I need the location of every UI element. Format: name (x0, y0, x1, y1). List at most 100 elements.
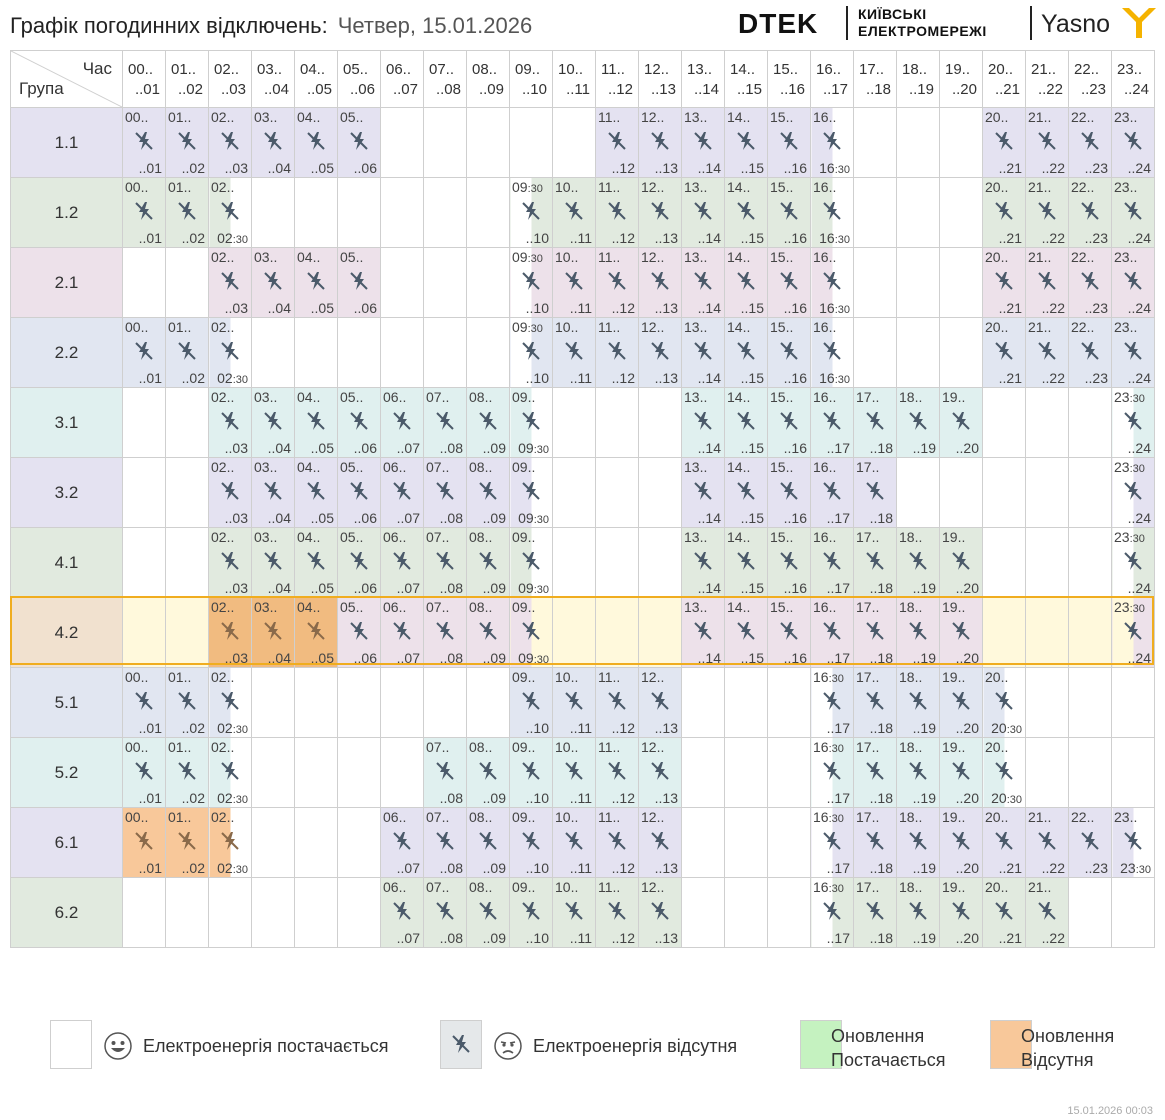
cell-end-label: ..02 (181, 720, 205, 736)
cell-start-label: 11.. (598, 109, 621, 125)
outage-schedule-table: Час Група 00.. ..01 01.. ..02 02.. ..03 03....… (10, 50, 1155, 948)
cell-end-label: ..08 (439, 440, 463, 456)
no-power-icon (865, 691, 885, 711)
outage-cell: 18.. ..19 (896, 527, 940, 598)
cell-end-label: ..03 (224, 300, 248, 316)
outage-cell: 13.. ..14 (681, 597, 725, 668)
cell-start-label: 23.. (1114, 109, 1138, 125)
no-power-icon (435, 551, 455, 571)
group-row[interactable]: 5.2 00.. ..01 01.. ..02 02.. 02:30 07.. ..08 08..… (10, 737, 1155, 808)
group-label[interactable]: 6.1 (10, 807, 123, 878)
cell-end-label: ..09 (482, 440, 506, 456)
cell-end-label: ..11 (569, 230, 592, 246)
hour-start: 14.. (730, 61, 756, 78)
cell-end-label: ..23 (1084, 230, 1108, 246)
group-row[interactable]: 3.2 02.. ..03 03.. ..04 04.. ..05 05.. ..06 06...… (10, 457, 1155, 528)
cell-start-label: 22.. (1071, 249, 1095, 265)
cell-end-label: ..10 (525, 230, 549, 246)
cell-end-label: ..09 (482, 510, 506, 526)
outage-cell: 15.. ..16 (767, 247, 811, 318)
group-label[interactable]: 1.2 (10, 177, 123, 248)
cell-end-label: ..14 (697, 580, 721, 596)
group-row[interactable]: 6.2 06.. ..07 07.. ..08 08.. ..09 09.. ..10 10...… (10, 877, 1155, 948)
hour-end: ..07 (392, 81, 418, 98)
cell-start-label: 22.. (1071, 179, 1095, 195)
hour-end: ..17 (822, 81, 848, 98)
no-power-icon (822, 131, 842, 151)
hour-end: ..01 (134, 81, 160, 98)
outage-cell: 12.. ..13 (638, 737, 682, 808)
power-on-cell (681, 667, 725, 738)
cell-end-label: ..03 (224, 160, 248, 176)
outage-cell: 13.. ..14 (681, 527, 725, 598)
power-on-cell (896, 107, 940, 178)
cell-end-label: ..13 (654, 160, 678, 176)
hour-header: 06.. ..07 (380, 50, 424, 108)
no-power-icon (521, 831, 541, 851)
outage-cell: 22.. ..23 (1068, 107, 1112, 178)
power-on-cell (423, 247, 467, 318)
cell-start-label: 05.. (340, 529, 364, 545)
group-row[interactable]: 4.2 02.. ..03 03.. ..04 04.. ..05 05.. ..06 06...… (10, 597, 1155, 668)
cell-start-label: 09.. (512, 739, 536, 755)
outage-cell: 16.. 16:30 (810, 317, 854, 388)
group-label[interactable]: 2.2 (10, 317, 123, 388)
no-power-icon (521, 761, 541, 781)
cell-end-label: ..07 (396, 440, 420, 456)
group-label[interactable]: 1.1 (10, 107, 123, 178)
cell-start-label: 03.. (254, 529, 278, 545)
no-power-icon (908, 901, 928, 921)
cell-end-label: ..05 (310, 510, 334, 526)
cell-start-label: 21.. (1028, 319, 1052, 335)
outage-cell: 07.. ..08 (423, 527, 467, 598)
no-power-icon (263, 621, 283, 641)
hour-header: 16.. ..17 (810, 50, 854, 108)
no-power-icon (951, 831, 971, 851)
group-row[interactable]: 6.1 00.. ..01 01.. ..02 02.. 02:30 06.. ..07 07..… (10, 807, 1155, 878)
cell-start-label: 00.. (125, 319, 149, 335)
cell-start-label: 08.. (469, 739, 493, 755)
group-label[interactable]: 5.1 (10, 667, 123, 738)
sad-face-icon (494, 1032, 522, 1060)
group-row[interactable]: 1.1 00.. ..01 01.. ..02 02.. ..03 03.. ..04 04...… (10, 107, 1155, 178)
outage-cell: 13.. ..14 (681, 177, 725, 248)
power-on-cell (1068, 667, 1112, 738)
no-power-icon (736, 201, 756, 221)
cell-end-label: ..02 (181, 370, 205, 386)
group-row[interactable]: 2.1 02.. ..03 03.. ..04 04.. ..05 05.. ..06 09:30… (10, 247, 1155, 318)
group-row[interactable]: 3.1 02.. ..03 03.. ..04 04.. ..05 05.. ..06 06...… (10, 387, 1155, 458)
cell-start-label: 12.. (641, 179, 665, 195)
no-power-icon (736, 341, 756, 361)
updated-outage-cell: 02.. 02:30 (208, 807, 252, 878)
group-row[interactable]: 5.1 00.. ..01 01.. ..02 02.. 02:30 09.. ..10 10..… (10, 667, 1155, 738)
outage-cell: 07.. ..08 (423, 457, 467, 528)
power-on-cell (337, 317, 381, 388)
group-label[interactable]: 2.1 (10, 247, 123, 318)
group-row[interactable]: 4.1 02.. ..03 03.. ..04 04.. ..05 05.. ..06 06...… (10, 527, 1155, 598)
group-label[interactable]: 3.1 (10, 387, 123, 458)
cell-start-label: 19.. (942, 739, 966, 755)
group-row[interactable]: 2.2 00.. ..01 01.. ..02 02.. 02:30 09:30 ..10 10.… (10, 317, 1155, 388)
group-label[interactable]: 3.2 (10, 457, 123, 528)
no-power-icon (177, 341, 197, 361)
cell-start-label: 15.. (770, 389, 794, 405)
hour-header: 04.. ..05 (294, 50, 338, 108)
outage-cell: 02.. ..03 (208, 107, 252, 178)
group-row[interactable]: 1.2 00.. ..01 01.. ..02 02.. 02:30 09:30 ..10 10.… (10, 177, 1155, 248)
outage-cell: 23:30 ..24 (1111, 387, 1155, 458)
cell-end-label: ..14 (697, 300, 721, 316)
no-power-icon (865, 831, 885, 851)
outage-cell: 07.. ..08 (423, 807, 467, 878)
group-label[interactable]: 4.2 (10, 597, 123, 668)
cell-end-label: ..16 (783, 510, 807, 526)
group-label[interactable]: 4.1 (10, 527, 123, 598)
cell-start-label: 03.. (254, 459, 278, 475)
no-power-icon (693, 341, 713, 361)
no-power-icon (134, 761, 154, 781)
group-label[interactable]: 5.2 (10, 737, 123, 808)
outage-cell: 20.. ..21 (982, 107, 1026, 178)
power-on-cell (337, 667, 381, 738)
group-label[interactable]: 6.2 (10, 877, 123, 948)
hour-start: 02.. (214, 61, 240, 78)
power-on-cell (1111, 737, 1155, 808)
